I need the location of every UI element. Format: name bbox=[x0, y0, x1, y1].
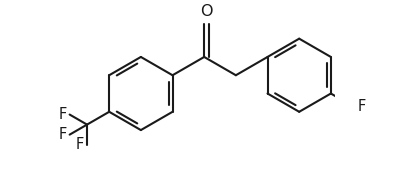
Text: F: F bbox=[358, 99, 366, 114]
Text: F: F bbox=[76, 137, 84, 152]
Text: F: F bbox=[58, 107, 67, 122]
Text: F: F bbox=[58, 127, 67, 142]
Text: O: O bbox=[200, 4, 213, 19]
